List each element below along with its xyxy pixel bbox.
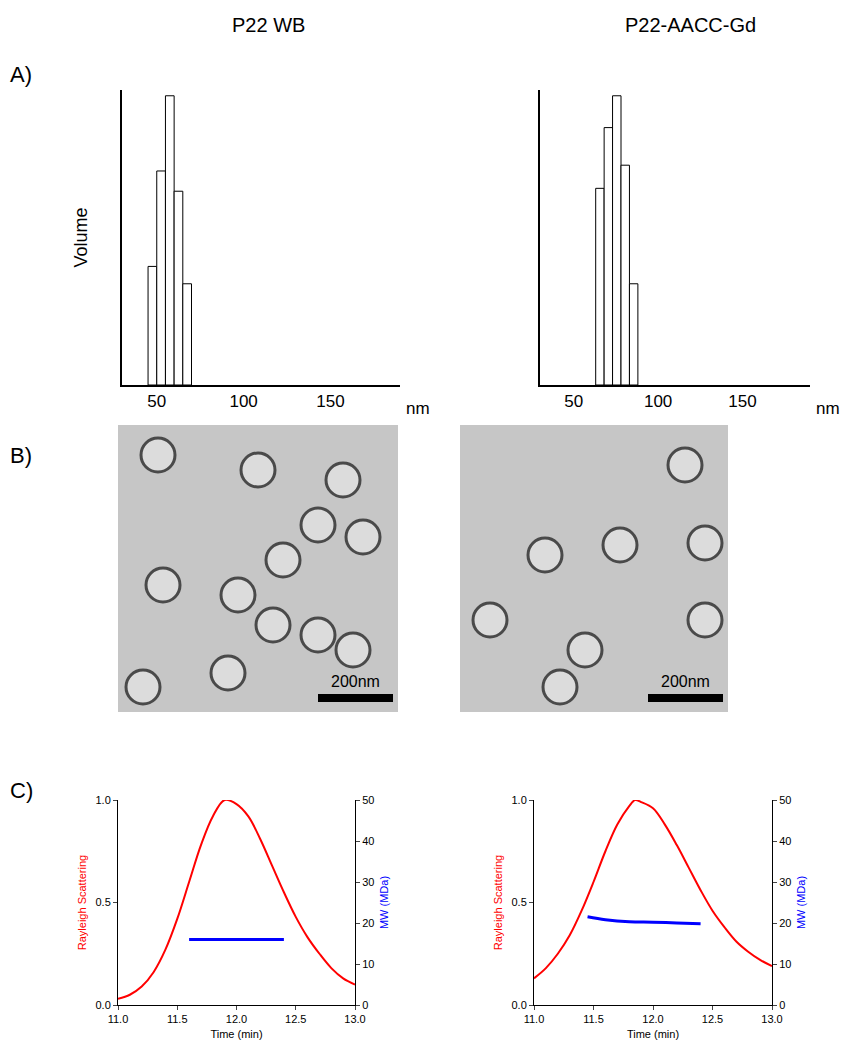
- svg-text:0: 0: [362, 999, 368, 1011]
- svg-text:Time (min): Time (min): [627, 1028, 679, 1040]
- svg-text:200nm: 200nm: [331, 673, 380, 690]
- svg-text:11.5: 11.5: [583, 1013, 604, 1025]
- svg-text:0.5: 0.5: [512, 896, 527, 908]
- svg-text:MW (MDa): MW (MDa): [378, 876, 390, 929]
- svg-text:30: 30: [362, 876, 374, 888]
- svg-text:0.0: 0.0: [96, 999, 111, 1011]
- svg-text:0: 0: [779, 999, 785, 1011]
- svg-text:100: 100: [644, 392, 672, 411]
- svg-text:40: 40: [362, 835, 374, 847]
- svg-text:100: 100: [229, 392, 257, 411]
- svg-text:B): B): [10, 443, 32, 468]
- svg-text:20: 20: [362, 917, 374, 929]
- svg-text:10: 10: [779, 958, 791, 970]
- svg-text:12.5: 12.5: [285, 1013, 306, 1025]
- svg-text:P22 WB: P22 WB: [232, 14, 305, 36]
- svg-text:30: 30: [779, 876, 791, 888]
- svg-text:0.0: 0.0: [512, 999, 527, 1011]
- svg-text:50: 50: [779, 794, 791, 806]
- svg-text:50: 50: [564, 392, 583, 411]
- svg-text:1.0: 1.0: [512, 794, 527, 806]
- svg-text:11.5: 11.5: [167, 1013, 188, 1025]
- svg-text:12.0: 12.0: [642, 1013, 663, 1025]
- svg-text:200nm: 200nm: [661, 673, 710, 690]
- svg-text:150: 150: [728, 392, 756, 411]
- svg-text:nm: nm: [816, 399, 840, 418]
- svg-text:20: 20: [779, 917, 791, 929]
- svg-text:10: 10: [362, 958, 374, 970]
- svg-text:12.0: 12.0: [226, 1013, 247, 1025]
- svg-text:Volume: Volume: [71, 207, 91, 267]
- svg-text:13.0: 13.0: [761, 1013, 782, 1025]
- svg-text:40: 40: [779, 835, 791, 847]
- svg-text:0.5: 0.5: [96, 896, 111, 908]
- svg-text:nm: nm: [406, 399, 430, 418]
- svg-text:Time (min): Time (min): [210, 1028, 262, 1040]
- svg-text:Rayleigh Scattering: Rayleigh Scattering: [492, 855, 504, 950]
- svg-text:11.0: 11.0: [108, 1013, 129, 1025]
- svg-text:Rayleigh Scattering: Rayleigh Scattering: [76, 855, 88, 950]
- svg-text:13.0: 13.0: [344, 1013, 365, 1025]
- svg-text:50: 50: [362, 794, 374, 806]
- svg-text:C): C): [10, 778, 33, 803]
- svg-text:MW (MDa): MW (MDa): [795, 876, 807, 929]
- svg-text:150: 150: [316, 392, 344, 411]
- svg-text:11.0: 11.0: [524, 1013, 545, 1025]
- svg-text:P22-AACC-Gd: P22-AACC-Gd: [625, 14, 756, 36]
- svg-text:12.5: 12.5: [702, 1013, 723, 1025]
- svg-text:A): A): [10, 62, 32, 87]
- svg-text:1.0: 1.0: [96, 794, 111, 806]
- svg-text:50: 50: [147, 392, 166, 411]
